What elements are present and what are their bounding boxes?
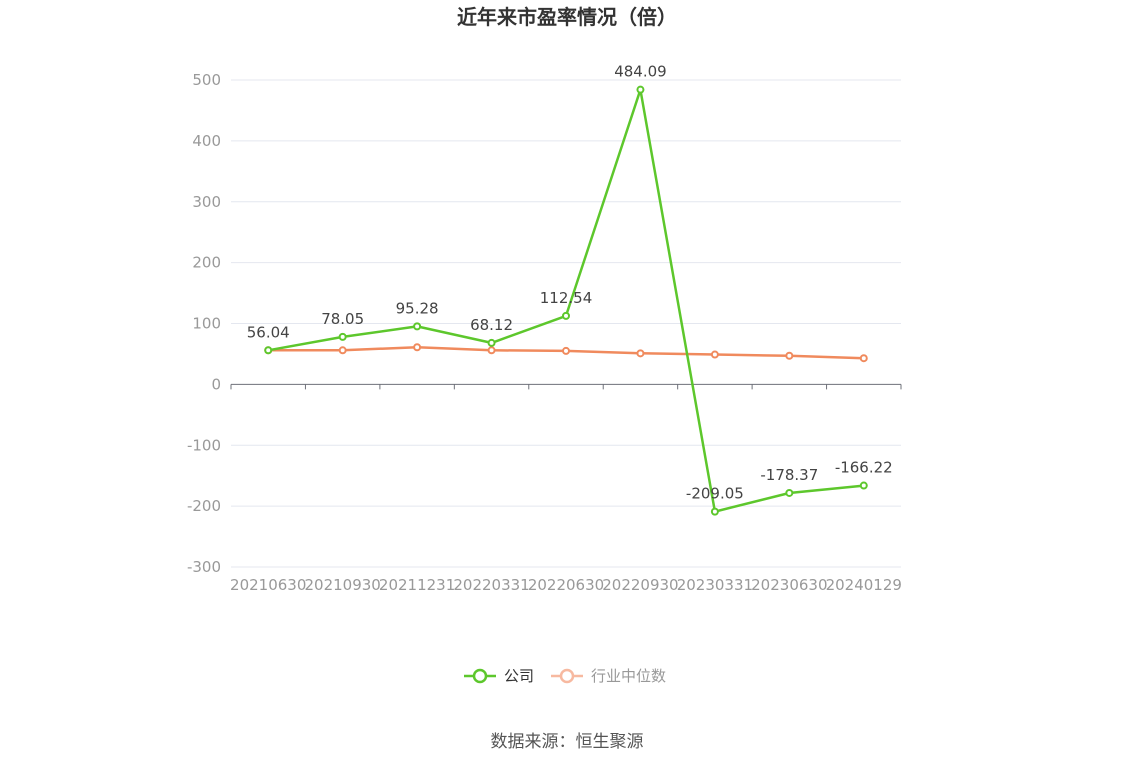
legend-label: 行业中位数 (591, 667, 666, 685)
data-label: 484.09 (614, 63, 667, 81)
x-axis: 2021063020210930202112312022033120220630… (230, 383, 902, 594)
data-label: 68.12 (470, 316, 513, 334)
data-label: 78.05 (321, 310, 364, 328)
data-source: 数据来源：恒生聚源 (491, 732, 644, 752)
y-tick-label: 500 (192, 71, 221, 89)
y-tick-label: 300 (192, 193, 221, 211)
data-point (562, 311, 570, 320)
data-label: -209.05 (686, 485, 744, 503)
y-tick-label: -200 (187, 497, 221, 515)
data-point (710, 507, 719, 516)
data-label: -178.37 (760, 466, 818, 484)
data-point (487, 346, 496, 355)
data-point (785, 351, 794, 360)
y-tick-label: 100 (192, 315, 221, 333)
data-label: 112.54 (540, 289, 593, 307)
legend-item-company[interactable]: 公司 (464, 667, 534, 685)
data-label: -166.22 (835, 459, 893, 477)
legend-label: 公司 (504, 667, 534, 685)
y-tick-label: -300 (187, 558, 221, 576)
chart-title: 近年来市盈率情况（倍） (457, 5, 677, 29)
data-point (859, 354, 868, 363)
x-tick-label: 20210930 (304, 576, 380, 594)
x-tick-label: 20230331 (677, 576, 753, 594)
data-point (636, 85, 645, 94)
data-point (264, 346, 273, 355)
y-tick-label: -100 (187, 436, 221, 454)
data-point (413, 343, 422, 352)
y-tick-label: 400 (192, 132, 221, 150)
data-point (636, 349, 645, 358)
data-point (338, 332, 347, 341)
data-label: 56.04 (247, 323, 290, 341)
grid-lines (231, 79, 901, 568)
data-point (710, 350, 719, 359)
x-tick-label: 20220331 (453, 576, 529, 594)
data-point (859, 481, 868, 490)
data-label: 95.28 (396, 299, 439, 317)
data-point (487, 338, 496, 347)
y-tick-label: 200 (192, 254, 221, 272)
y-axis: 500 400 300 200 100 0 -100 -200 -300 (187, 71, 221, 576)
series-layer (264, 85, 868, 516)
legend-marker-icon (559, 668, 575, 684)
x-tick-label: 20220630 (528, 576, 604, 594)
x-tick-label: 20230630 (751, 576, 827, 594)
data-labels: 56.0478.0595.2868.12112.54484.09-209.05-… (247, 63, 893, 503)
legend[interactable]: 公司 行业中位数 (464, 667, 666, 685)
data-point (785, 488, 794, 497)
x-tick-label: 20210630 (230, 576, 306, 594)
data-point (562, 346, 570, 355)
data-point (338, 346, 347, 355)
y-tick-label: 0 (211, 375, 221, 393)
x-tick-label: 20240129 (826, 576, 902, 594)
legend-marker-icon (472, 668, 488, 684)
x-tick-label: 20211231 (379, 576, 455, 594)
x-tick-label: 20220930 (602, 576, 678, 594)
data-point (413, 322, 422, 331)
legend-item-industry-median[interactable]: 行业中位数 (551, 667, 666, 685)
